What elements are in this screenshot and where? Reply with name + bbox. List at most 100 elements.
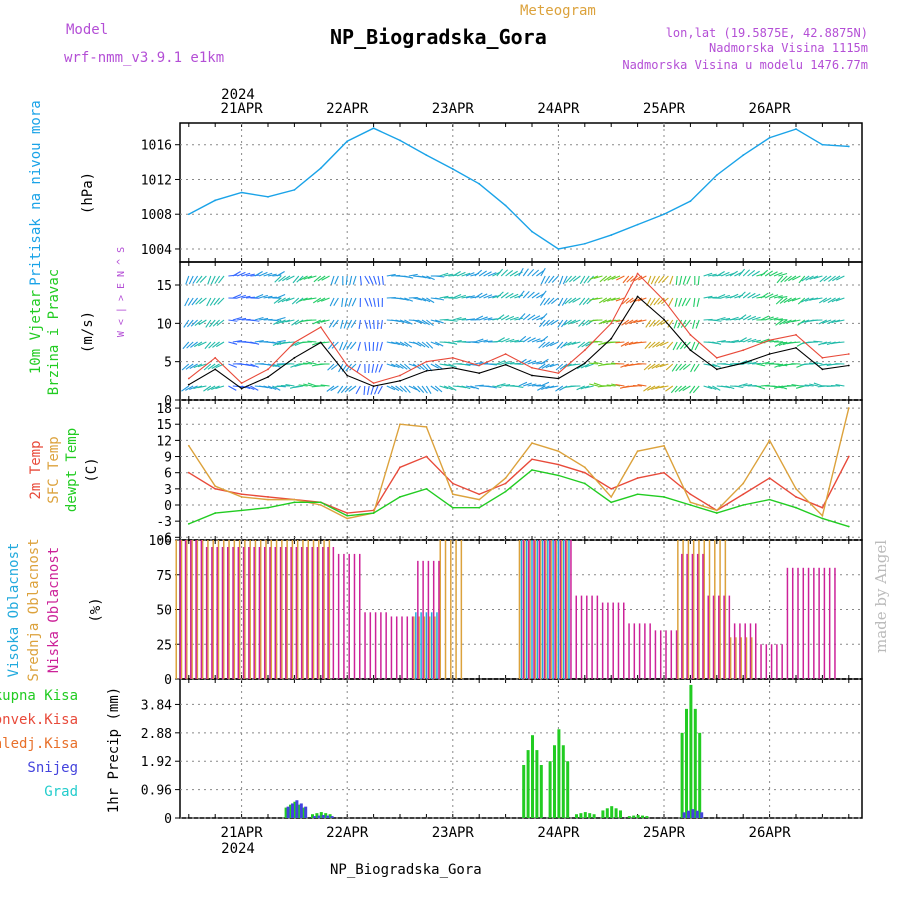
wind-barb — [285, 319, 295, 323]
wind-barb — [536, 270, 545, 277]
wind-barb — [196, 275, 203, 284]
wind-barb — [804, 384, 814, 387]
temp-line-0-point — [689, 493, 692, 496]
wind-barb — [496, 314, 505, 321]
wind-gust-line-point — [372, 382, 375, 385]
wind-barb — [461, 385, 471, 390]
wind-barb — [560, 319, 568, 328]
wind-barb — [518, 381, 528, 387]
precip-bar — [304, 806, 308, 818]
wind-barb — [417, 319, 426, 325]
wind-barb — [809, 383, 819, 387]
wind-barb — [496, 337, 505, 343]
wind-barb — [692, 385, 700, 394]
wind-barb — [549, 385, 559, 389]
wind-barb — [273, 319, 282, 325]
temp-line-2-point — [214, 512, 217, 514]
wind-barb — [434, 363, 443, 370]
temp-line-2-point — [610, 501, 613, 504]
wind-barb — [637, 341, 647, 344]
wind-barb — [245, 273, 255, 277]
wind-gust-line-point — [689, 333, 692, 336]
wind-barb — [208, 319, 216, 328]
wind-barb — [203, 363, 212, 371]
wind-barb — [426, 275, 435, 281]
pressure-axis-title: Pritisak na nivou mora — [28, 100, 44, 285]
wind-barb — [776, 275, 784, 284]
wind-barb — [522, 336, 532, 343]
wind-barb — [742, 315, 752, 321]
pressure-line-point — [742, 154, 745, 157]
low-cloud-axis-title: Niska Oblacnost — [46, 547, 62, 673]
wind-barb — [778, 341, 788, 347]
wind-barb — [254, 316, 264, 321]
wind-barb — [602, 297, 612, 303]
wind-barb — [190, 341, 198, 348]
wind-barb — [778, 272, 788, 277]
wind-barb — [373, 275, 377, 285]
wind-barb — [835, 384, 845, 387]
precip-bar — [526, 750, 530, 818]
wind-barb — [207, 385, 216, 391]
y-tick-label: 15 — [156, 279, 172, 294]
wind-barb — [562, 275, 568, 285]
wind-barb — [707, 273, 717, 277]
wind-barb — [386, 385, 396, 391]
wind-barb — [607, 275, 616, 281]
temp-line-2-point — [663, 496, 665, 498]
wind-barb — [303, 275, 313, 280]
wind-barb — [557, 319, 564, 328]
wind-barb — [483, 317, 493, 321]
wind-barb — [546, 341, 555, 348]
precip-bar — [324, 813, 328, 818]
wind-barb — [621, 319, 630, 326]
precip-bar — [636, 815, 640, 818]
wind-barb — [571, 341, 581, 345]
wind-gust-line-point — [240, 382, 243, 385]
wind-speed-line-point — [187, 383, 190, 386]
wind-barb — [653, 297, 661, 306]
wind-barb — [541, 385, 550, 391]
temp-line-1-point — [795, 487, 797, 490]
wind-barb — [637, 319, 647, 323]
pressure-line-point — [214, 199, 217, 202]
wind-barb — [542, 341, 550, 348]
wind-barb — [333, 297, 339, 306]
wind-barb — [299, 275, 308, 281]
wind-barb — [254, 271, 263, 277]
wind-barb — [470, 341, 480, 344]
wind-barb — [783, 319, 792, 325]
wind-barb — [298, 384, 308, 387]
wind-barb — [285, 297, 295, 302]
wind-speed-line-point — [214, 368, 217, 371]
wind-barb — [386, 273, 396, 277]
temp-line-2-point — [425, 487, 428, 490]
wind-barb — [576, 363, 586, 370]
wind-barb — [348, 297, 353, 307]
wind-barb — [413, 297, 423, 301]
wind-barb — [474, 292, 483, 299]
temp-line-0-point — [504, 482, 507, 485]
wind-barb — [531, 338, 541, 343]
wind-barb — [399, 319, 409, 324]
wind-barb — [245, 363, 255, 368]
wind-barb — [408, 273, 418, 277]
precip-bar — [315, 813, 319, 818]
wind-speed-line-point — [715, 368, 718, 371]
wind-barb — [560, 341, 568, 349]
wind-barb — [332, 319, 339, 328]
wind-barb — [211, 385, 220, 391]
wind-barb — [819, 275, 828, 283]
temp-line-1-point — [425, 426, 428, 428]
wind-barb — [317, 275, 326, 282]
wind-barb — [216, 341, 225, 348]
wind-barb — [258, 271, 268, 277]
wind-barb — [716, 316, 726, 321]
wind-barb — [675, 275, 678, 286]
precip-axis-unit: 1hr Precip (mm) — [106, 687, 122, 813]
wind-barb — [470, 296, 480, 299]
wind-barb — [567, 341, 577, 346]
wind-barb — [665, 385, 674, 392]
wind-barb — [439, 385, 449, 390]
wind-barb — [738, 268, 746, 277]
